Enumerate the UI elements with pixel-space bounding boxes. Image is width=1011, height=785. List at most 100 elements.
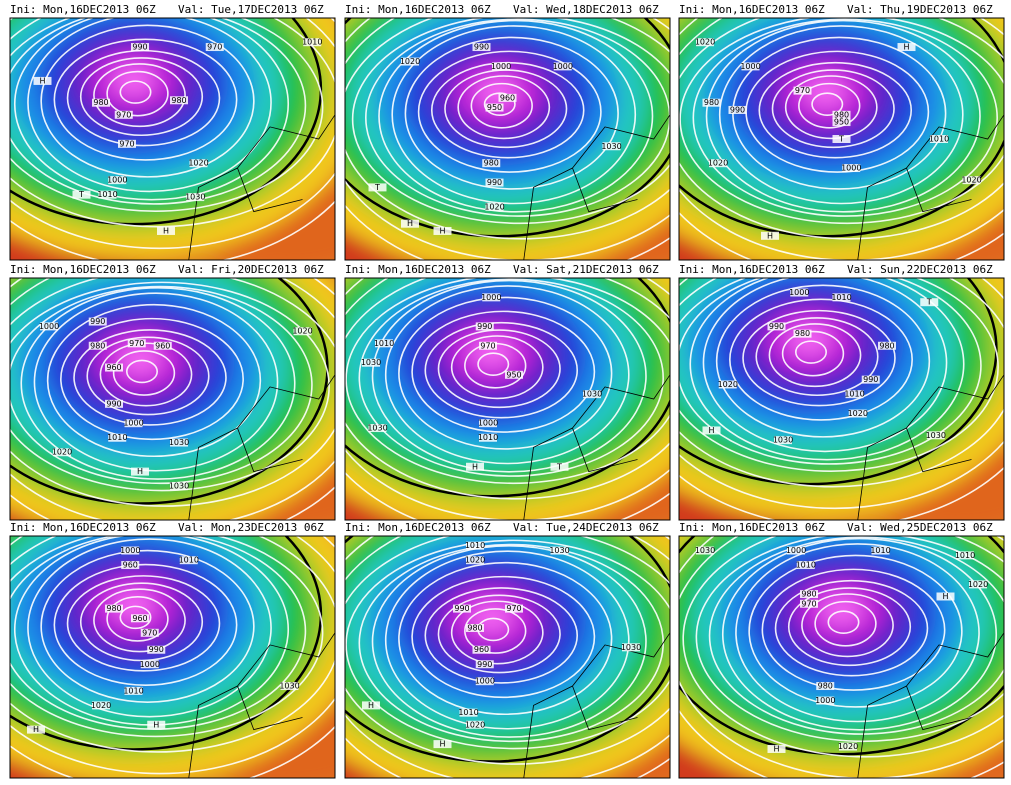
contour-label: 1000 [123, 419, 143, 428]
isobar [398, 296, 613, 450]
contour-label: 1020 [848, 409, 868, 418]
label-bg [816, 682, 835, 691]
contour-label: 1030 [582, 390, 602, 399]
isobar [702, 278, 948, 453]
map-panel: Ini: Mon,16DEC2013 06Z Val: Tue,17DEC2013… [9, 3, 336, 261]
contour-label: 950 [834, 118, 849, 127]
front-line [679, 536, 1004, 756]
label-bg [33, 76, 52, 85]
contour-label: H [163, 226, 169, 235]
label-bg [105, 399, 123, 408]
label-bg [696, 38, 714, 47]
contour-label: 980 [106, 604, 121, 613]
isobar [827, 610, 860, 634]
field-colors [10, 278, 335, 520]
label-bg [147, 720, 166, 729]
contour-label: H [407, 219, 413, 228]
map-panel: Ini: Mon,16DEC2013 06Z Val: Tue,24DEC2013… [344, 521, 671, 779]
isobar [371, 545, 647, 738]
map-panel: Ini: Mon,16DEC2013 06Z Val: Wed,25DEC2013… [678, 521, 1005, 779]
contour-label: 1000 [475, 677, 495, 686]
contour-label: 970 [129, 339, 144, 348]
contour-label: 980 [467, 623, 482, 632]
contour-label: 970 [119, 139, 134, 148]
contour-label: 990 [132, 43, 147, 52]
contour-label: T [838, 135, 844, 144]
isobar [811, 92, 844, 116]
panel-frame [9, 17, 336, 261]
init-time: Ini: Mon,16DEC2013 06Z [10, 263, 156, 276]
contour-label: 1000 [789, 288, 809, 297]
contour-label: 1000 [107, 176, 127, 185]
coastline [523, 632, 670, 778]
coastline [523, 374, 670, 520]
isobar [705, 19, 981, 213]
contour-label: 980 [171, 96, 186, 105]
isobar [411, 575, 596, 699]
isobar [787, 587, 912, 667]
label-bg [718, 380, 737, 389]
label-bg [936, 592, 955, 601]
isobar [679, 18, 1004, 225]
valid-time: Val: Fri,20DEC2013 06Z [178, 263, 324, 276]
isobar [10, 18, 324, 212]
isobar [345, 278, 670, 500]
contour-label: H [439, 226, 445, 235]
label-bg [472, 43, 491, 52]
label-bg [375, 339, 393, 348]
isobar [801, 593, 894, 658]
front-line [345, 536, 670, 763]
contour-label: 1000 [39, 322, 59, 331]
contour-label: 980 [90, 341, 105, 350]
label-bg [482, 293, 501, 302]
label-bg [153, 341, 172, 350]
coastline [857, 114, 1004, 260]
isobar [10, 536, 307, 731]
panel-frame [678, 17, 1005, 261]
isobar [106, 70, 169, 117]
init-time: Ini: Mon,16DEC2013 06Z [679, 521, 825, 534]
label-bg [475, 677, 494, 686]
label-bg [553, 62, 572, 71]
isobar [33, 292, 279, 472]
contour-label: 1010 [929, 135, 949, 144]
label-bg [121, 561, 140, 570]
label-bg [147, 645, 166, 654]
contour-label: 1010 [302, 38, 322, 47]
isobar [10, 18, 335, 228]
init-time: Ini: Mon,16DEC2013 06Z [345, 521, 491, 534]
map-field: 1000 990 980 970 960 960 990 1000 1010 1020 1030 10… [10, 278, 335, 520]
isobar [10, 281, 330, 492]
isobar [10, 278, 335, 507]
label-bg [205, 43, 224, 52]
label-bg [767, 744, 786, 753]
label-bg [956, 551, 974, 560]
label-bg [98, 190, 117, 199]
panel-frame [9, 277, 336, 521]
label-bg [127, 339, 146, 348]
contour-label: 1030 [185, 193, 205, 202]
label-bg [53, 448, 71, 457]
isobar [53, 38, 238, 161]
contour-label: 980 [484, 159, 499, 168]
label-bg [40, 322, 58, 331]
label-bg [475, 322, 494, 331]
isobar [93, 588, 186, 653]
map-panel: Ini: Mon,16DEC2013 06Z Val: Wed,18DEC2013… [344, 3, 671, 261]
coastline [523, 114, 670, 260]
contour-label: 1030 [169, 482, 189, 491]
isobar [464, 608, 527, 654]
contour-label: 1020 [52, 448, 72, 457]
isobar [20, 287, 296, 480]
isobar [679, 278, 1004, 488]
isobar [748, 554, 963, 708]
label-bg [790, 288, 809, 297]
valid-time: Val: Mon,23DEC2013 06Z [178, 521, 324, 534]
isobar [398, 561, 613, 716]
contour-label: 1030 [621, 643, 641, 652]
contour-label: 980 [879, 341, 894, 350]
contour-label: 1000 [491, 62, 511, 71]
isobar [742, 309, 896, 407]
isobar [483, 92, 516, 116]
panel-frame [678, 535, 1005, 779]
